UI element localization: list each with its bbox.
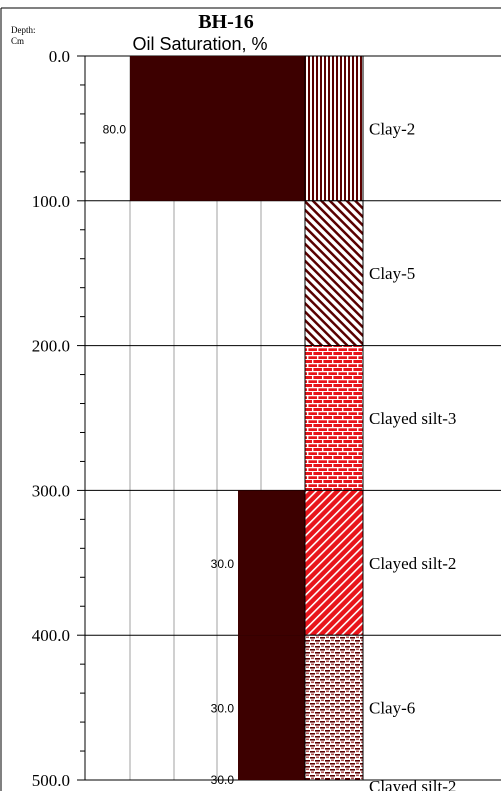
depth-label-line2: Cm <box>11 36 24 46</box>
saturation-bars <box>130 56 305 780</box>
lithology-label: Clay-6 <box>369 699 415 718</box>
lithology-label: Clay-2 <box>369 119 415 138</box>
depth-tick-label: 200.0 <box>32 337 70 356</box>
lithology-label: Clay-5 <box>369 264 415 283</box>
lithology-label: Clayed silt-2 <box>369 777 456 791</box>
depth-tick-label: 300.0 <box>32 481 70 500</box>
saturation-bar <box>238 490 305 636</box>
borehole-title: BH-16 <box>198 11 254 33</box>
saturation-value-label: 30.0 <box>211 557 235 571</box>
saturation-bar <box>130 56 305 201</box>
lithology-interval <box>304 55 364 202</box>
saturation-value-label: 80.0 <box>103 122 127 136</box>
saturation-bar <box>238 635 305 780</box>
value-labels: 80.0 30.0 30.0 30.0 <box>103 122 235 787</box>
lithology-label: Clayed silt-3 <box>369 409 456 428</box>
lithology-column: Clay-2 Clay-5 Clayed silt-3 Clayed silt-2 Cl… <box>304 55 456 791</box>
depth-axis: 0.0 100.0 200.0 300.0 400.0 500.0 <box>32 47 86 790</box>
lithology-interval <box>304 345 364 491</box>
saturation-value-label: 30.0 <box>211 702 235 716</box>
depth-tick-label: 100.0 <box>32 192 70 211</box>
lithology-interval <box>304 489 364 636</box>
depth-tick-label: 500.0 <box>32 771 70 790</box>
depth-label-line1: Depth: <box>11 25 36 35</box>
saturation-value-label: 30.0 <box>211 773 235 787</box>
chart-subtitle: Oil Saturation, % <box>132 34 267 54</box>
depth-tick-label: 400.0 <box>32 626 70 645</box>
depth-tick-label: 0.0 <box>49 47 70 66</box>
lithology-interval <box>304 200 364 347</box>
lithology-interval <box>304 634 364 781</box>
lithology-label: Clayed silt-2 <box>369 554 456 573</box>
